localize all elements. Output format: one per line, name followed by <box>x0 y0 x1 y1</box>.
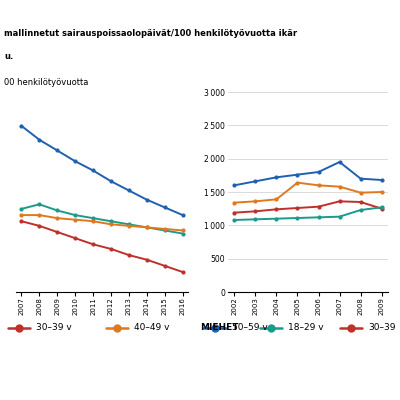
Text: 00 henkilötyövuotta: 00 henkilötyövuotta <box>4 78 88 87</box>
Text: mallinnetut sairauspoissaolopäivät/100 henkilötyövuotta ikär: mallinnetut sairauspoissaolopäivät/100 h… <box>4 29 297 38</box>
Text: 30–39: 30–39 <box>368 324 396 332</box>
Text: u.: u. <box>4 52 13 61</box>
Text: 18–29 v: 18–29 v <box>288 324 324 332</box>
Text: 50–59 v: 50–59 v <box>232 324 268 332</box>
Text: 30–39 v: 30–39 v <box>36 324 72 332</box>
Text: 40–49 v: 40–49 v <box>134 324 170 332</box>
Text: MIEHET: MIEHET <box>200 324 238 332</box>
